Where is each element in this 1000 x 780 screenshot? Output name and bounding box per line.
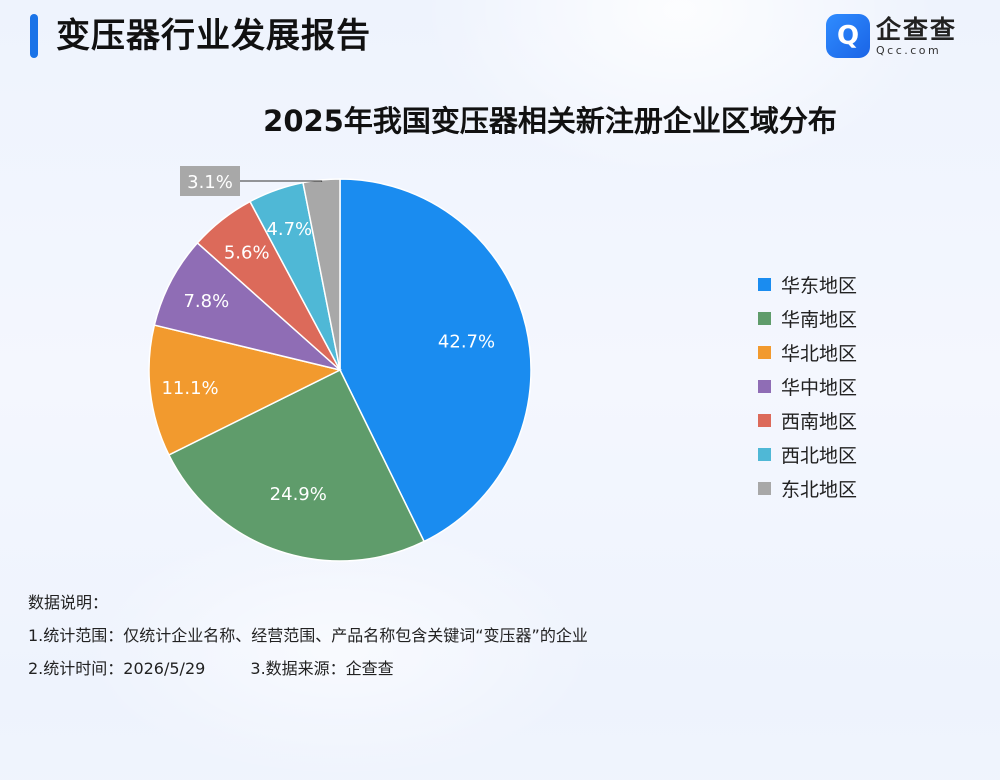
qcc-logo-icon: Q <box>826 14 870 58</box>
slice-label: 11.1% <box>161 378 218 399</box>
legend-swatch <box>758 311 771 325</box>
pie-chart: 42.7% 24.9% 11.1% 7.8% 5.6%4.7% 3.1% <box>148 166 532 562</box>
legend-label: 华北地区 <box>781 342 858 365</box>
legend-swatch <box>758 481 771 495</box>
notes-source: 3.数据来源：企查查 <box>250 659 394 678</box>
pie-slice-1 <box>167 368 426 562</box>
legend-item: 东北地区 <box>758 471 857 505</box>
legend-label: 西南地区 <box>781 410 858 433</box>
legend-swatch <box>758 379 771 393</box>
notes-scope: 1.统计范围：仅统计企业名称、经营范围、产品名称包含关键词“变压器”的企业 <box>28 626 588 645</box>
chart-legend: 华东地区华南地区华北地区华中地区西南地区西北地区东北地区 <box>758 267 857 505</box>
legend-label: 华南地区 <box>781 308 858 331</box>
data-notes: 数据说明： 1.统计范围：仅统计企业名称、经营范围、产品名称包含关键词“变压器”… <box>28 586 588 685</box>
legend-swatch <box>758 447 771 461</box>
slice-label: 4.7% <box>266 219 312 240</box>
qcc-logo-text: 企查查 Qcc.com <box>876 14 958 57</box>
legend-item: 华中地区 <box>758 369 857 403</box>
legend-item: 华南地区 <box>758 301 857 335</box>
leader-line <box>240 180 323 182</box>
slice-label: 7.8% <box>183 291 229 312</box>
header-accent-bar <box>30 14 38 58</box>
chart-title: 2025年我国变压器相关新注册企业区域分布 <box>263 104 837 138</box>
legend-item: 华北地区 <box>758 335 857 369</box>
outside-label-box <box>180 166 240 196</box>
notes-heading: 数据说明： <box>28 593 109 612</box>
qcc-logo: Q 企查查 Qcc.com <box>826 14 957 58</box>
notes-row: 2.统计时间：2026/5/29 3.数据来源：企查查 <box>28 652 588 685</box>
legend-label: 华中地区 <box>781 376 858 399</box>
legend-swatch <box>758 277 771 291</box>
legend-label: 东北地区 <box>781 478 858 501</box>
legend-item: 华东地区 <box>758 267 857 301</box>
legend-label: 西北地区 <box>781 444 858 467</box>
report-title: 变压器行业发展报告 <box>56 16 371 56</box>
pie-slice-0 <box>339 178 532 543</box>
legend-label: 华东地区 <box>781 274 858 297</box>
legend-item: 西北地区 <box>758 437 857 471</box>
slice-label: 5.6% <box>224 242 270 263</box>
logo-name: 企查查 <box>876 14 958 44</box>
slice-label: 3.1% <box>187 172 233 193</box>
slice-label: 24.9% <box>270 484 327 505</box>
logo-domain: Qcc.com <box>876 43 942 57</box>
pie-slice-3 <box>153 241 341 371</box>
legend-item: 西南地区 <box>758 403 857 437</box>
pie-slice-2 <box>148 324 343 456</box>
pie-slice-6 <box>302 178 341 371</box>
slice-label: 42.7% <box>438 332 495 353</box>
legend-swatch <box>758 345 771 359</box>
notes-time: 2.统计时间：2026/5/29 <box>28 659 206 678</box>
legend-swatch <box>758 413 771 427</box>
